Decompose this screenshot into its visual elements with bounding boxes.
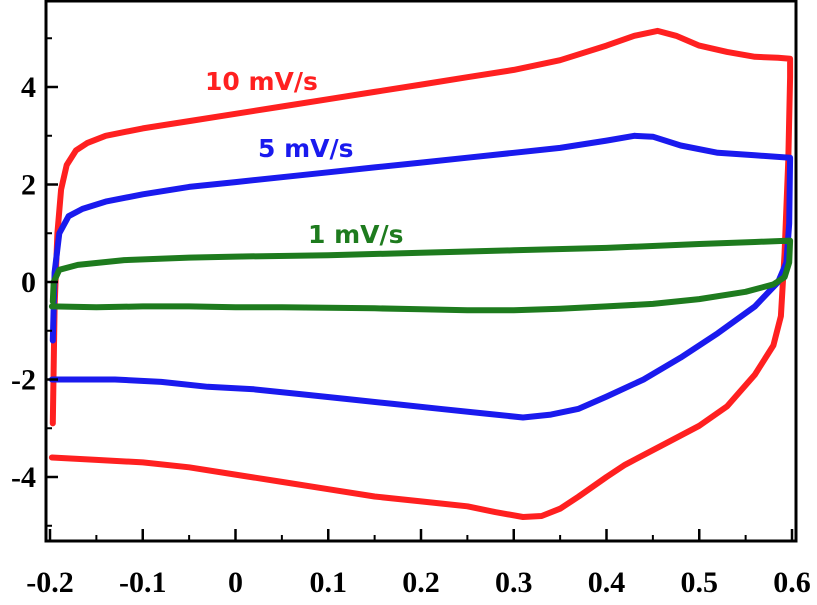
y-tick-label: 4 bbox=[21, 71, 36, 104]
axis-layer: -0.2 -0.1 0 0.1 0.2 0.3 0.4 0.5 0.6 4 2 0 -2 -4 bbox=[11, 37, 811, 599]
y-tick-label: -4 bbox=[11, 461, 36, 494]
y-tick-label: 0 bbox=[21, 266, 36, 299]
series-layer bbox=[48, 27, 794, 520]
x-tick-label: 0.4 bbox=[588, 566, 626, 599]
x-tick-label: 0.2 bbox=[402, 566, 440, 599]
series-label-10mvs: 10 mV/s bbox=[205, 67, 318, 96]
plot-frame bbox=[44, 0, 798, 543]
y-tick-label: -2 bbox=[11, 364, 36, 397]
series-line-2 bbox=[48, 237, 794, 314]
x-tick-label: 0.1 bbox=[310, 566, 348, 599]
series-label-1mvs: 1 mV/s bbox=[308, 220, 404, 249]
series-line-1 bbox=[48, 132, 794, 421]
x-tick-label: 0.6 bbox=[773, 566, 811, 599]
x-tick-label: 0.5 bbox=[681, 566, 719, 599]
series-label-layer: 10 mV/s 5 mV/s 1 mV/s bbox=[205, 67, 404, 249]
y-tick-label: 2 bbox=[21, 169, 36, 202]
x-tick-label: 0 bbox=[228, 566, 243, 599]
x-tick-label: -0.1 bbox=[119, 566, 167, 599]
series-line-0 bbox=[48, 27, 794, 520]
series-label-5mvs: 5 mV/s bbox=[258, 134, 354, 163]
x-tick-label: -0.2 bbox=[26, 566, 74, 599]
x-tick-label: 0.3 bbox=[495, 566, 533, 599]
